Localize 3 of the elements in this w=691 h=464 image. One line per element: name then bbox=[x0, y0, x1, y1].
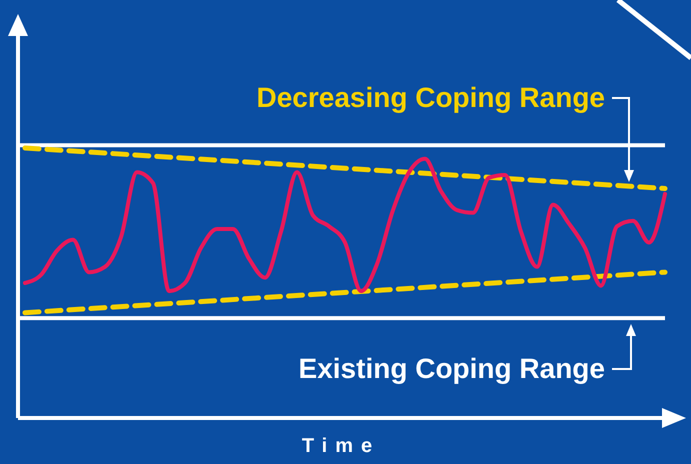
annotation: Existing Coping Range bbox=[298, 353, 605, 384]
x-axis-title: Time bbox=[302, 435, 380, 457]
text: Decreasing Coping Range bbox=[256, 82, 605, 113]
